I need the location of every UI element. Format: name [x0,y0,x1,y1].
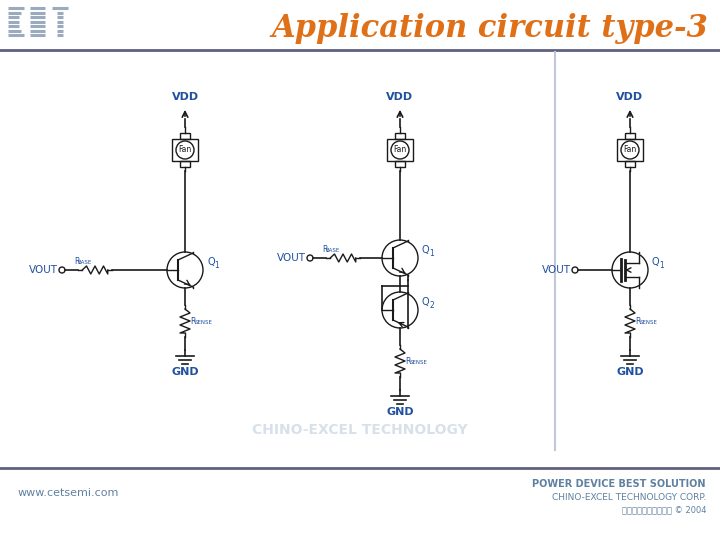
Text: Fan: Fan [179,145,192,154]
Text: R: R [190,316,195,326]
Bar [172,139,198,161]
Text: BASE: BASE [326,248,341,253]
Text: VDD: VDD [387,92,413,102]
Text: VOUT: VOUT [29,265,58,275]
Text: R: R [74,256,79,266]
Text: SENSE: SENSE [640,321,658,326]
Text: GND: GND [386,407,414,417]
Text: SENSE: SENSE [410,361,428,366]
Text: GND: GND [171,367,199,377]
Bar [180,161,190,167]
Text: 1: 1 [214,260,219,269]
Text: VDD: VDD [171,92,199,102]
Text: R: R [635,316,640,326]
Text: Fan: Fan [393,145,407,154]
Text: Fan: Fan [624,145,636,154]
Text: VDD: VDD [616,92,644,102]
Text: R: R [405,356,410,366]
Bar [395,161,405,167]
Bar [617,139,643,161]
Text: Q: Q [652,257,660,267]
Text: VOUT: VOUT [542,265,571,275]
Text: VOUT: VOUT [277,253,306,263]
Text: R: R [322,245,328,253]
Text: CHINO-EXCEL TECHNOLOGY CORP.: CHINO-EXCEL TECHNOLOGY CORP. [552,492,706,502]
Bar [625,133,635,139]
Text: CHINO-EXCEL TECHNOLOGY: CHINO-EXCEL TECHNOLOGY [252,423,468,437]
Text: SENSE: SENSE [195,321,213,326]
Text: POWER DEVICE BEST SOLUTION: POWER DEVICE BEST SOLUTION [533,479,706,489]
Text: GND: GND [616,367,644,377]
Text: Q: Q [422,245,430,255]
Text: 华鹤電子股份有限公司 © 2004: 华鹤電子股份有限公司 © 2004 [621,505,706,515]
Text: BASE: BASE [78,260,92,266]
Text: 1: 1 [429,248,433,258]
Text: 1: 1 [659,260,664,269]
Bar [387,139,413,161]
Text: Q: Q [422,297,430,307]
Bar [625,161,635,167]
Bar [180,133,190,139]
Text: Q: Q [207,257,215,267]
Text: www.cetsemi.com: www.cetsemi.com [18,488,120,498]
Text: 2: 2 [429,300,433,309]
Text: Application circuit type-3: Application circuit type-3 [271,12,708,44]
Bar [395,133,405,139]
